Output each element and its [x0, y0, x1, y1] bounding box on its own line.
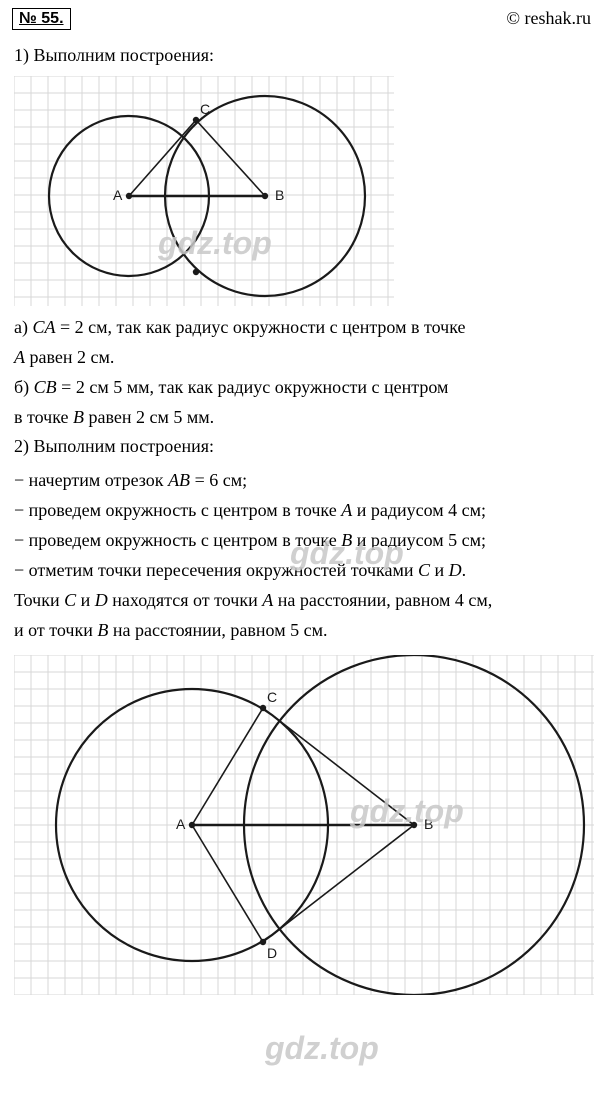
problem-number-box: № 55. — [12, 8, 71, 30]
svg-text:C: C — [200, 101, 210, 117]
step2-heading: 2) Выполним построения: — [14, 433, 591, 461]
bullet-3: − проведем окружность с центром в точке … — [14, 527, 591, 555]
figure-2: A B C D — [14, 655, 605, 995]
svg-text:B: B — [275, 187, 284, 203]
svg-text:B: B — [424, 816, 433, 832]
svg-text:A: A — [176, 816, 186, 832]
bullet-4: − отметим точки пересечения окружностей … — [14, 557, 591, 585]
line-a1: а) CA = 2 см, так как радиус окружности … — [14, 314, 591, 342]
svg-text:D: D — [267, 945, 277, 961]
conclusion-2: и от точки B на расстоянии, равном 5 см. — [14, 617, 591, 645]
bullet-2: − проведем окружность с центром в точке … — [14, 497, 591, 525]
problem-number: № 55. — [19, 10, 64, 27]
svg-text:C: C — [267, 689, 277, 705]
figure-1: A B C — [14, 76, 605, 306]
bullet-1: − начертим отрезок AB = 6 см; — [14, 467, 591, 495]
copyright: © reshak.ru — [506, 8, 591, 29]
page: © reshak.ru № 55. 1) Выполним построения… — [0, 0, 605, 1023]
line-b2: в точке B равен 2 см 5 мм. — [14, 404, 591, 432]
step1-heading: 1) Выполним построения: — [14, 42, 591, 70]
line-b1: б) CB = 2 см 5 мм, так как радиус окружн… — [14, 374, 591, 402]
line-a2: A равен 2 см. — [14, 344, 591, 372]
watermark: gdz.top — [265, 1030, 379, 1067]
svg-text:A: A — [113, 187, 123, 203]
conclusion-1: Точки C и D находятся от точки A на расс… — [14, 587, 591, 615]
